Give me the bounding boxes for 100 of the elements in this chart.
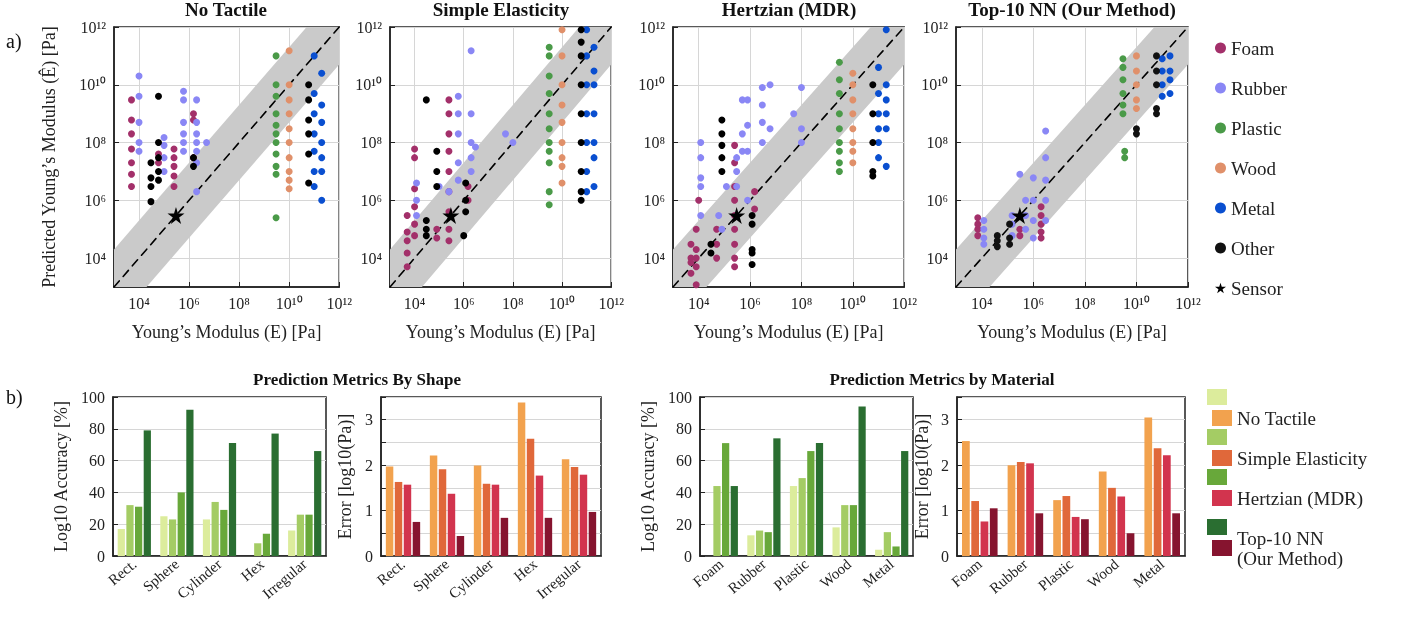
bar <box>989 508 998 556</box>
bar <box>883 532 891 556</box>
x-axis-title: Young’s Modulus (E) [Pa] <box>693 322 884 343</box>
bar <box>1153 448 1162 556</box>
bar <box>807 451 815 556</box>
bar <box>588 511 597 556</box>
bar <box>447 493 456 556</box>
y-tick-label: 60 <box>676 452 692 470</box>
y-tick-label: 0 <box>365 547 373 565</box>
bar <box>271 433 279 556</box>
y-axis-title: Log10 Accuracy [%] <box>638 401 659 552</box>
legend-label: Foam <box>1231 37 1275 59</box>
y-axis-title: Predicted Young’s Modulus (Ê) [Pa] <box>38 26 60 288</box>
y-tick-label: 10¹⁰ <box>355 76 382 94</box>
bar <box>1162 455 1171 556</box>
x-tick-label: 10¹⁰ <box>548 294 576 312</box>
y-tick-label: 60 <box>89 452 105 470</box>
bar <box>160 516 168 556</box>
y-tick-label: 10⁴ <box>643 249 666 267</box>
legend-label: Wood <box>1231 157 1277 179</box>
bar <box>747 535 755 556</box>
bar <box>211 501 219 556</box>
x-tick-label: 10⁶ <box>1022 294 1045 312</box>
bar <box>1144 417 1153 556</box>
bar <box>482 483 491 556</box>
bar <box>526 438 535 556</box>
y-tick-label: 2 <box>365 456 373 474</box>
bar <box>394 481 403 556</box>
y-tick-label: 10¹⁰ <box>638 76 665 94</box>
y-tick-label: 10⁶ <box>926 191 948 209</box>
bar <box>143 430 151 556</box>
y-tick-label: 3 <box>941 411 949 429</box>
bar <box>385 466 394 556</box>
y-tick-label: 10⁸ <box>84 134 106 152</box>
y-tick-label: 10¹² <box>639 18 666 36</box>
bar <box>186 409 194 556</box>
x-tick-label: 10⁸ <box>502 294 524 312</box>
bar <box>168 519 177 556</box>
y-tick-label: 10⁶ <box>360 191 382 209</box>
bar <box>288 530 296 556</box>
bar <box>561 459 570 556</box>
bar <box>1126 533 1135 556</box>
chart-title: Top-10 NN (Our Method) <box>968 0 1176 20</box>
bar <box>815 443 824 556</box>
legend-label: Top-10 NN (Our Method) <box>1237 527 1344 570</box>
y-axis-title: Log10 Accuracy [%] <box>51 401 72 552</box>
y-tick-label: 10¹² <box>356 18 383 36</box>
y-tick-label: 10⁴ <box>84 249 107 267</box>
y-tick-label: 1 <box>941 502 949 520</box>
bar <box>971 501 980 556</box>
bar <box>773 438 781 556</box>
bar <box>135 506 143 556</box>
chart-title: Simple Elasticity <box>432 0 570 20</box>
bar <box>126 505 134 556</box>
x-tick-label: 10¹² <box>1175 294 1201 312</box>
bar <box>713 486 721 556</box>
y-tick-label: 20 <box>676 515 692 533</box>
chart-title: No Tactile <box>185 0 267 20</box>
bar <box>1007 465 1016 556</box>
bar <box>117 528 125 556</box>
bar <box>1053 500 1061 556</box>
x-tick-label: 10⁸ <box>1074 294 1096 312</box>
x-tick-label: 10¹² <box>891 294 918 312</box>
legend-label: Plastic <box>1231 117 1282 139</box>
y-tick-label: 80 <box>676 420 692 438</box>
bar <box>314 451 322 556</box>
y-tick-label: 10¹⁰ <box>79 76 106 94</box>
bar <box>228 443 237 556</box>
bar <box>858 406 866 556</box>
bar <box>1108 487 1116 556</box>
x-tick-label: 10⁴ <box>403 294 426 312</box>
bar <box>764 532 772 556</box>
bar <box>892 546 900 556</box>
bar <box>500 517 509 556</box>
x-tick-label: 10⁸ <box>228 294 250 312</box>
legend-label: Hertzian (MDR) <box>1237 487 1364 510</box>
y-tick-label: 0 <box>684 547 692 565</box>
x-tick-label: 10⁴ <box>128 294 151 312</box>
chart-title: Hertzian (MDR) <box>721 0 857 20</box>
bar <box>789 486 798 556</box>
y-tick-label: 80 <box>89 420 105 438</box>
bar <box>412 521 421 556</box>
y-axis-title: Error [log10(Pa)] <box>912 413 933 540</box>
x-tick-label: 10¹⁰ <box>275 294 303 312</box>
bar <box>1071 516 1080 556</box>
y-tick-label: 10¹⁰ <box>921 76 948 94</box>
y-tick-label: 40 <box>676 483 692 501</box>
bar <box>305 514 313 556</box>
bar <box>722 443 730 556</box>
bar <box>429 455 438 556</box>
chart-title: Prediction Metrics By Shape <box>252 369 462 391</box>
bar <box>544 517 553 556</box>
y-tick-label: 100 <box>81 388 105 406</box>
bar <box>262 533 271 556</box>
bar <box>1062 496 1071 556</box>
legend-label: Other <box>1231 237 1275 259</box>
bar <box>438 469 447 556</box>
bar <box>579 474 588 556</box>
bar <box>177 492 185 556</box>
legend-label: Simple Elasticity <box>1237 447 1368 469</box>
